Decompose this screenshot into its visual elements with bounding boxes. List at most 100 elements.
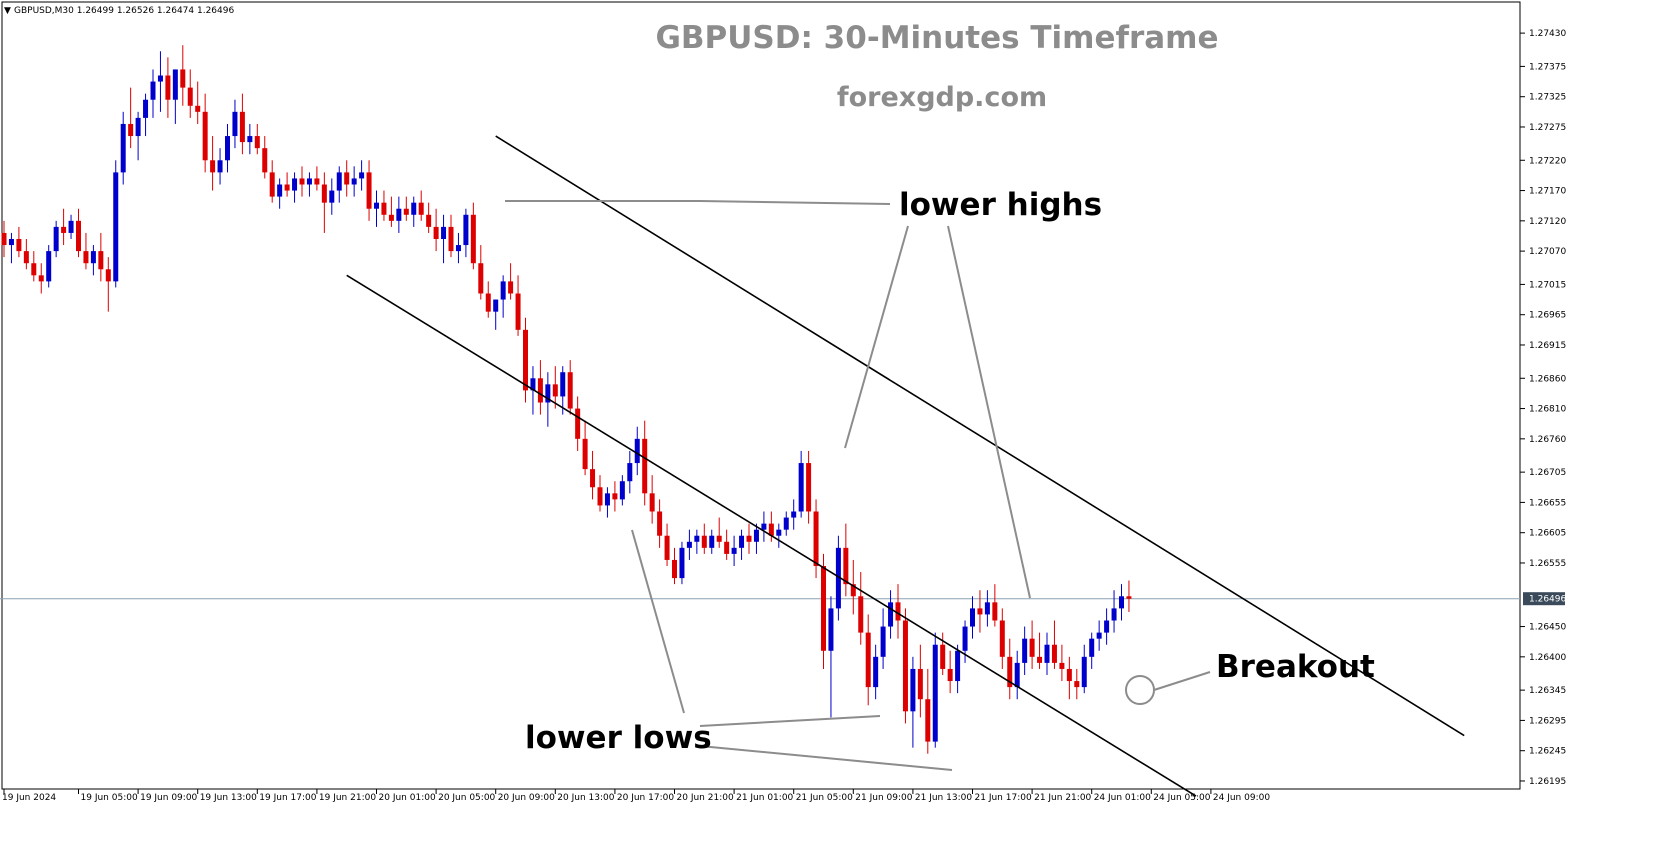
candle-body <box>1059 662 1065 669</box>
candle-body <box>120 123 126 173</box>
candle-body <box>858 596 864 633</box>
y-tick-label: 1.27015 <box>1529 280 1566 290</box>
candle-body <box>1029 638 1035 657</box>
candle-body <box>1044 644 1050 663</box>
pointer-high-2 <box>844 225 909 449</box>
candle-body <box>329 190 335 203</box>
candle-body <box>716 535 722 542</box>
candle-body <box>642 438 648 494</box>
candle-body <box>634 438 640 464</box>
pointer-low-3 <box>699 745 953 771</box>
y-tick-label: 1.27220 <box>1529 156 1566 166</box>
candle-body <box>269 172 275 197</box>
candle-body <box>359 172 365 179</box>
candle-body <box>910 668 916 712</box>
y-tick-label: 1.26655 <box>1529 498 1566 508</box>
candle-body <box>1066 668 1072 682</box>
y-tick-label: 1.26860 <box>1529 374 1566 384</box>
candle-body <box>403 208 409 215</box>
candle-body <box>150 81 156 100</box>
x-tick-label: 21 Jun 13:00 <box>915 793 972 803</box>
candle-body <box>23 251 29 264</box>
candle-body <box>292 178 298 191</box>
candle-body <box>113 172 119 282</box>
annotation-pointers <box>505 200 1211 771</box>
candle-body <box>537 378 543 403</box>
candle-body <box>165 75 171 100</box>
candle-body <box>761 523 767 530</box>
x-tick-label: 20 Jun 21:00 <box>677 793 734 803</box>
x-tick-label: 19 Jun 2024 <box>2 793 56 803</box>
candle-body <box>612 493 618 500</box>
pointer-breakout <box>1153 671 1211 691</box>
candle-body <box>813 511 819 566</box>
chart-subtitle: forexgdp.com <box>837 82 1047 113</box>
candle-body <box>1111 608 1117 621</box>
candle-body <box>940 644 946 669</box>
candle-body <box>925 699 931 742</box>
y-tick-label: 1.27120 <box>1529 217 1566 227</box>
x-tick-label: 19 Jun 13:00 <box>200 793 257 803</box>
x-tick-label: 19 Jun 05:00 <box>81 793 138 803</box>
candle-body <box>426 214 432 227</box>
candles-layer <box>1 45 1132 754</box>
y-tick-label: 1.27275 <box>1529 123 1566 133</box>
candle-body <box>478 263 484 294</box>
candle-body <box>508 281 514 294</box>
candle-body <box>970 608 975 627</box>
y-tick-label: 1.26915 <box>1529 341 1566 351</box>
candle-body <box>381 202 387 215</box>
candle-body <box>321 184 327 203</box>
candle-body <box>984 602 990 615</box>
candle-body <box>262 148 268 173</box>
candle-body <box>46 251 52 282</box>
candle-body <box>739 535 745 548</box>
y-tick-label: 1.26965 <box>1529 311 1566 321</box>
x-tick-label: 24 Jun 05:00 <box>1153 793 1210 803</box>
annotation-lower-lows: lower lows <box>525 720 712 756</box>
candle-body <box>366 172 372 209</box>
candle-body <box>254 136 260 149</box>
y-tick-label: 1.26195 <box>1529 777 1566 787</box>
candle-body <box>16 239 22 252</box>
candle-body <box>701 535 707 548</box>
candle-body <box>299 178 305 185</box>
candle-body <box>977 608 983 615</box>
candle-body <box>396 208 402 221</box>
candle-body <box>500 281 506 300</box>
y-tick-label: 1.26400 <box>1529 653 1566 663</box>
pointer-low-1 <box>631 529 685 714</box>
channel-layer <box>346 135 1465 797</box>
pointer-high-3 <box>947 225 1031 599</box>
y-tick-label: 1.26450 <box>1529 623 1566 633</box>
y-tick-label: 1.26245 <box>1529 747 1566 757</box>
y-tick-label: 1.26345 <box>1529 686 1566 696</box>
price-axis: 1.27430 1.27375 1.27325 1.27275 1.27220 1.271… <box>1520 29 1566 787</box>
candle-body <box>515 293 521 330</box>
candle-body <box>746 535 752 542</box>
candle-body <box>463 214 469 246</box>
candle-body <box>932 644 938 742</box>
candle-body <box>143 99 149 118</box>
candle-body <box>753 529 759 542</box>
channel-line-lower <box>346 274 1197 797</box>
candle-body <box>1014 662 1020 688</box>
candle-body <box>98 251 104 270</box>
candle-body <box>1051 644 1057 663</box>
candle-body <box>895 602 901 621</box>
candle-body <box>180 69 186 88</box>
annotation-lower-highs: lower highs <box>899 187 1102 223</box>
candle-body <box>955 650 961 682</box>
candle-body <box>1126 596 1132 599</box>
candle-body <box>172 69 178 100</box>
candle-body <box>992 602 998 621</box>
x-tick-label: 21 Jun 05:00 <box>796 793 853 803</box>
candle-body <box>783 517 789 530</box>
y-tick-label: 1.27170 <box>1529 187 1566 197</box>
candle-body <box>776 529 782 536</box>
candle-body <box>902 620 908 712</box>
channel-line-upper <box>495 135 1465 737</box>
candle-body <box>552 384 558 397</box>
x-tick-label: 20 Jun 05:00 <box>438 793 495 803</box>
